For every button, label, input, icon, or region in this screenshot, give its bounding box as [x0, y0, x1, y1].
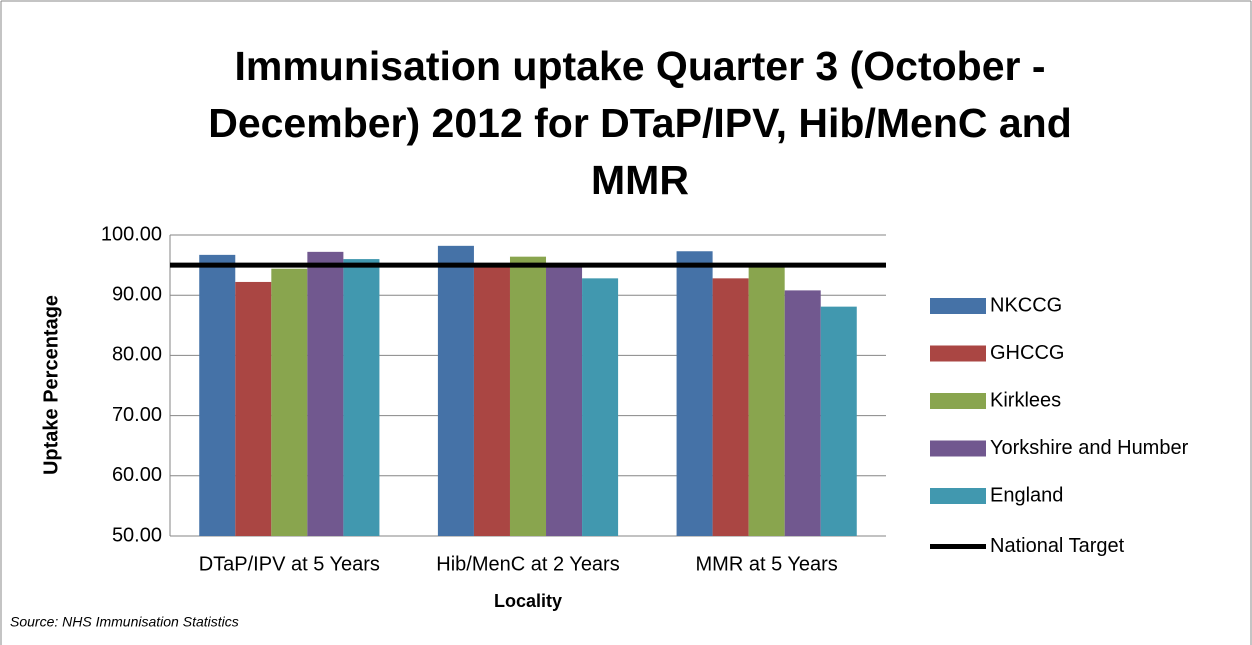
- legend-label: Kirklees: [990, 389, 1061, 411]
- bar: [235, 281, 272, 536]
- bar: [509, 256, 547, 536]
- bar: [582, 278, 619, 536]
- bar: [343, 259, 380, 536]
- legend-label: NKCCG: [990, 294, 1062, 316]
- legend-swatch: [930, 393, 986, 409]
- legend-swatch: [930, 488, 986, 504]
- y-tick-label: 80.00: [112, 344, 162, 366]
- legend-label: National Target: [990, 535, 1125, 557]
- bar: [712, 278, 749, 536]
- x-tick-label: Hib/MenC at 2 Years: [436, 553, 619, 575]
- bar: [271, 268, 308, 536]
- bar: [676, 251, 713, 536]
- legend-swatch: [930, 345, 986, 362]
- bar: [307, 251, 344, 536]
- source: Source: NHS Immunisation Statistics: [10, 614, 239, 630]
- y-tick-label: 50.00: [112, 524, 162, 546]
- y-tick-label: 90.00: [112, 283, 162, 305]
- legend-label: England: [990, 484, 1063, 506]
- x-axis-label: Locality: [494, 591, 562, 611]
- y-tick-label: 100.00: [101, 223, 162, 245]
- legend-label: Yorkshire and Humber: [990, 437, 1189, 459]
- bar: [748, 265, 785, 536]
- x-tick-label: MMR at 5 Years: [696, 553, 838, 575]
- bar: [546, 264, 583, 536]
- bar: [473, 265, 510, 536]
- y-tick-label: 70.00: [112, 404, 162, 426]
- bar: [199, 254, 236, 536]
- legend-swatch: [930, 298, 986, 314]
- legend-swatch: [930, 440, 986, 457]
- bar: [820, 306, 857, 536]
- y-tick-label: 60.00: [112, 464, 162, 486]
- bar: [437, 245, 474, 536]
- legend-label: GHCCG: [990, 342, 1064, 364]
- y-axis-label: Uptake Percentage: [40, 295, 62, 475]
- x-tick-label: DTaP/IPV at 5 Years: [199, 553, 380, 575]
- bar: [784, 290, 821, 536]
- chart-title: Immunisation uptake Quarter 3 (October -…: [208, 43, 1072, 203]
